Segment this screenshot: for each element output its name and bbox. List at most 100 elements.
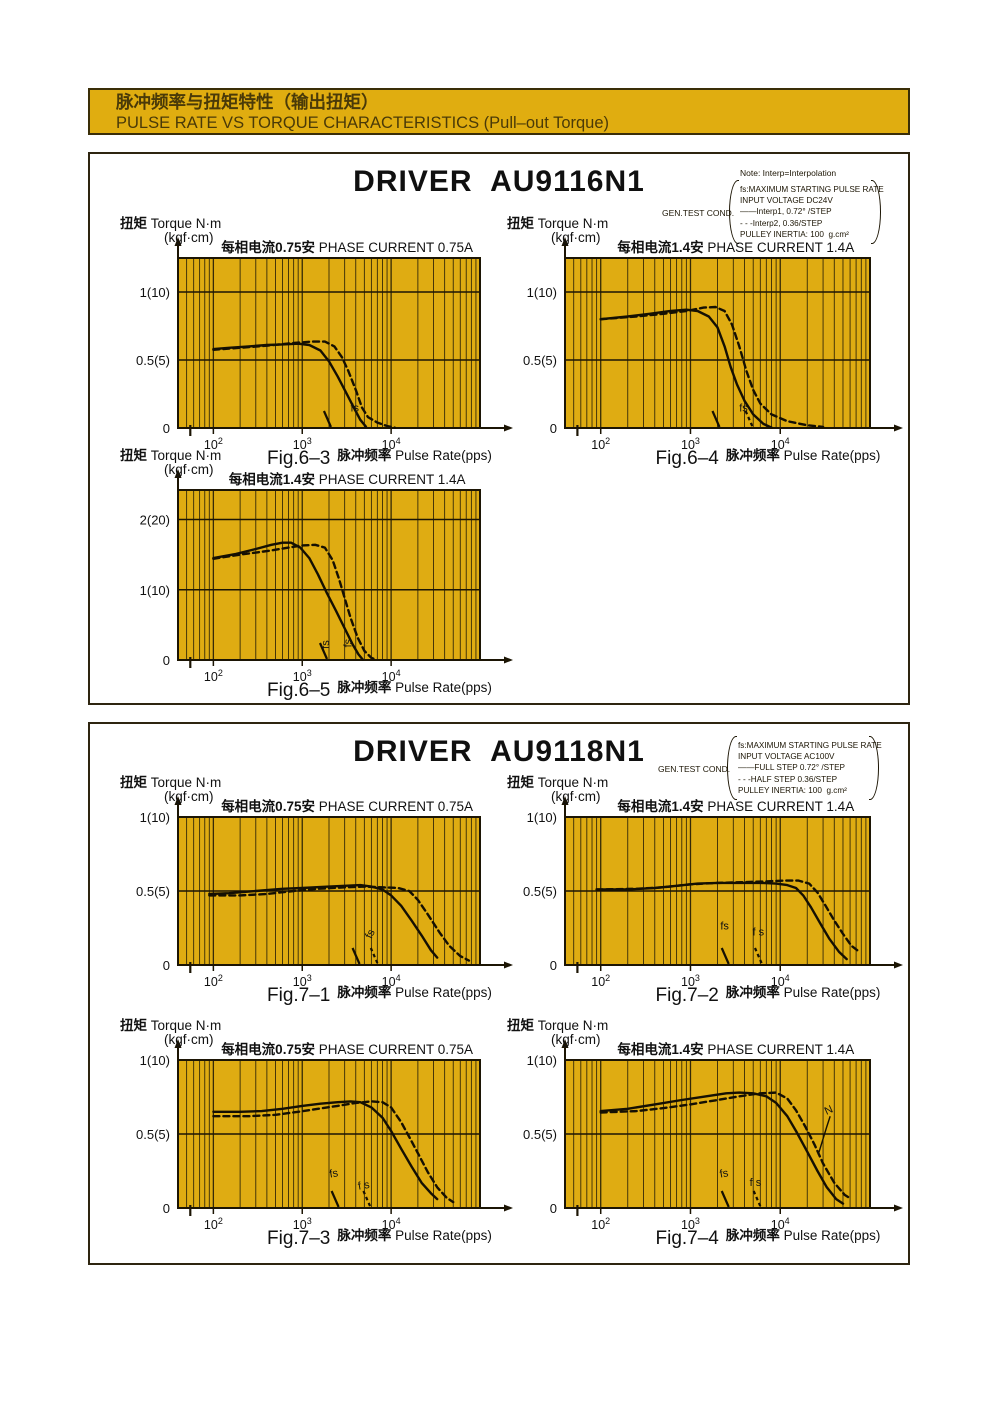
y-tick-label: 1(10) <box>527 1053 557 1068</box>
x-tick-label: 104 <box>382 1216 401 1232</box>
cond-line: fs:MAXIMUM STARTING PULSE RATE <box>738 741 882 750</box>
y-axis-arrow <box>561 237 569 246</box>
y-axis-title: 扭矩 Torque N·m <box>507 1017 608 1033</box>
cond-line: fs:MAXIMUM STARTING PULSE RATE <box>740 185 884 194</box>
chart-caption: Fig.7–3 脉冲频率 Pulse Rate(pps) <box>267 1227 492 1249</box>
chart-fig7-3: 0 0.5(5) 1(10) 102 103 104 fs f s 扭矩 Torque N·m(… <box>100 1014 522 1257</box>
annotation-fs: fs <box>739 403 748 415</box>
y-tick-label: 0 <box>163 958 170 973</box>
y-tick-label: 0.5(5) <box>136 884 170 899</box>
fs-mark-solid <box>351 947 361 965</box>
cond-line: INPUT VOLTAGE AC100V <box>738 752 835 762</box>
fs-mark-dashed <box>753 947 763 965</box>
driver-title-au9116n1: DRIVER AU9116N1 <box>353 165 645 198</box>
x-tick-label: 103 <box>293 668 312 684</box>
fs-mark-dashed <box>744 410 754 428</box>
chart-title: 每相电流0.75安 PHASE CURRENT 0.75A <box>221 798 473 814</box>
x-tick-label: 102 <box>591 436 610 452</box>
fs-mark-solid <box>330 1190 340 1208</box>
y-tick-label: 1(10) <box>140 285 170 300</box>
y-axis-unit: (kgf·cm) <box>164 230 214 245</box>
series-dashed <box>595 879 859 952</box>
annotation-leader <box>817 1116 831 1155</box>
x-tick-label: 102 <box>204 436 223 452</box>
x-tick-label: 104 <box>382 973 401 989</box>
x-tick-label: 103 <box>681 973 700 989</box>
fs-mark-dashed <box>362 1190 372 1208</box>
chart-svg-fig6-4: 0 0.5(5) 1(10) 102 103 104 fs 扭矩 Torque N·m(kgf… <box>507 215 903 469</box>
y-tick-label: 0.5(5) <box>523 353 557 368</box>
cond-line: PULLEY INERTIA: 100 g.cm² <box>740 229 849 239</box>
x-tick-label: 103 <box>293 436 312 452</box>
x-axis-arrow <box>894 1204 903 1212</box>
annotation-fs: f s <box>357 1179 371 1193</box>
chart-caption: Fig.6–4 脉冲频率 Pulse Rate(pps) <box>656 447 881 469</box>
y-axis-unit: (kgf·cm) <box>551 1032 601 1047</box>
chart-svg-fig6-5: 0 1(10) 2(20) 102 103 104 fs fs 扭矩 Torque N·m(kg… <box>120 447 513 701</box>
annotation-fs: fs <box>350 403 359 415</box>
series-solid <box>599 308 773 429</box>
y-axis-title: 扭矩 Torque N·m <box>507 774 608 790</box>
y-tick-label: 0 <box>163 1201 170 1216</box>
y-axis-title: 扭矩 Torque N·m <box>507 215 608 231</box>
chart-title: 每相电流0.75安 PHASE CURRENT 0.75A <box>221 1041 473 1057</box>
y-axis-unit: (kgf·cm) <box>164 462 214 477</box>
fs-mark-solid <box>322 410 332 428</box>
x-axis-arrow <box>504 424 513 432</box>
chart-caption: Fig.6–3 脉冲频率 Pulse Rate(pps) <box>267 447 492 469</box>
x-tick-label: 104 <box>771 436 790 452</box>
x-tick-label: 103 <box>293 973 312 989</box>
annotation-fs: fs <box>320 640 332 649</box>
cond-line: - - -HALF STEP 0.36/STEP <box>738 774 838 784</box>
series-dashed <box>599 305 825 429</box>
x-tick-label: 102 <box>204 1216 223 1232</box>
y-axis-unit: (kgf·cm) <box>551 789 601 804</box>
x-tick-label: 103 <box>681 1216 700 1232</box>
y-axis-title: 扭矩 Torque N·m <box>120 215 221 231</box>
y-axis-unit: (kgf·cm) <box>164 1032 214 1047</box>
y-tick-label: 0.5(5) <box>523 884 557 899</box>
cond-line: PULLEY INERTIA: 100 g.cm² <box>738 785 847 795</box>
series-dashed <box>212 1100 455 1204</box>
x-tick-label: 102 <box>204 668 223 684</box>
y-tick-label: 1(10) <box>140 583 170 598</box>
annotation-fs: fs <box>343 638 355 647</box>
annotation-fs: f s <box>750 1177 762 1189</box>
y-tick-label: 0 <box>550 421 557 436</box>
cond-line: - - -Interp2, 0.36/STEP <box>740 218 823 228</box>
chart-svg-fig7-2: 0 0.5(5) 1(10) 102 103 104 fs f s 扭矩 Torque N·m(… <box>507 774 903 1006</box>
test-conditions-box-1: fs:MAXIMUM STARTING PULSE RATE INPUT VOL… <box>729 180 884 245</box>
series-dashed <box>212 543 378 662</box>
y-axis-title: 扭矩 Torque N·m <box>120 1017 221 1033</box>
chart-fig7-1: 0 0.5(5) 1(10) 102 103 104 fs 扭矩 Torque N·m (kgf… <box>100 771 522 1014</box>
x-tick-label: 102 <box>591 973 610 989</box>
chart-title: 每相电流1.4安 PHASE CURRENT 1.4A <box>617 239 854 255</box>
y-axis-title: 扭矩 Torque N·m <box>120 447 221 463</box>
fs-mark-dashed <box>369 947 379 965</box>
chart-caption: Fig.6–5 脉冲频率 Pulse Rate(pps) <box>267 679 492 701</box>
y-tick-label: 1(10) <box>527 285 557 300</box>
cond-line: ——Interp1, 0.72° /STEP <box>740 207 832 217</box>
annotation-fs: f s <box>753 926 765 938</box>
y-tick-label: 2(20) <box>140 513 170 528</box>
x-axis-arrow <box>894 961 903 969</box>
x-tick-label: 103 <box>681 436 700 452</box>
fs-mark-dashed <box>752 1190 762 1208</box>
chart-title: 每相电流1.4安 PHASE CURRENT 1.4A <box>617 1041 854 1057</box>
chart-fig6-5: 0 1(10) 2(20) 102 103 104 fs fs 扭矩 Torque N·m (kg… <box>100 444 522 709</box>
x-tick-label: 102 <box>204 973 223 989</box>
series-solid <box>599 1091 845 1205</box>
fs-mark-solid <box>318 642 328 660</box>
x-tick-label: 104 <box>771 973 790 989</box>
y-axis-unit: (kgf·cm) <box>551 230 601 245</box>
y-axis-arrow <box>561 1039 569 1048</box>
chart-caption: Fig.7–2 脉冲频率 Pulse Rate(pps) <box>656 984 881 1006</box>
x-tick-label: 103 <box>293 1216 312 1232</box>
x-tick-label: 104 <box>382 668 401 684</box>
fs-mark-solid <box>720 947 730 965</box>
series-solid <box>212 342 368 428</box>
